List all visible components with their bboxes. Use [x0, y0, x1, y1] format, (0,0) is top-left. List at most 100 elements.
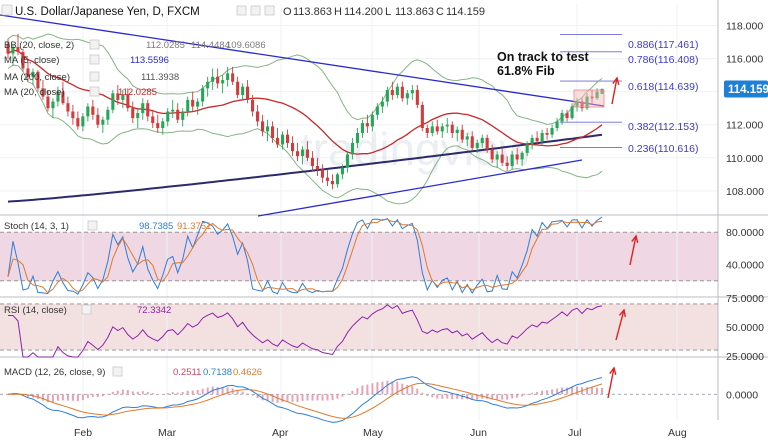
macd-hist-bar: [71, 394, 74, 401]
macd-hist-bar: [436, 394, 439, 399]
macd-hist-bar: [61, 394, 64, 401]
macd-hist-bar: [476, 394, 479, 400]
ohlc-value: 113.863: [293, 6, 332, 18]
macd-hist-bar: [511, 394, 514, 399]
candle-body: [166, 111, 170, 122]
macd-tick-label: 0.0000: [726, 389, 758, 401]
candle-body: [226, 73, 230, 80]
macd-hist-bar: [356, 388, 359, 395]
candle-body: [21, 52, 25, 69]
stoch-label: Stoch (14, 3, 1): [4, 221, 69, 232]
macd-eye-icon[interactable]: [112, 366, 123, 377]
macd-line: [7, 376, 603, 423]
macd-hist-bar: [541, 390, 544, 395]
candle-body: [176, 109, 180, 120]
candle-body: [380, 101, 384, 107]
candle-body: [435, 126, 439, 132]
candle-body: [460, 129, 464, 140]
rsi-eye-icon[interactable]: [81, 304, 92, 315]
macd-hist-bar: [186, 390, 189, 395]
macd-hist-bar: [486, 394, 489, 399]
candle-body: [520, 152, 524, 160]
macd-hist-bar: [156, 394, 159, 395]
candle-body: [485, 137, 489, 150]
candle-body: [475, 142, 479, 148]
settings-icon[interactable]: [250, 5, 261, 16]
candle-body: [385, 90, 389, 102]
macd-hist-bar: [226, 387, 229, 395]
candle-body: [101, 119, 105, 125]
time-tick-label: Aug: [668, 427, 687, 439]
candle-body: [126, 94, 130, 109]
candle-body: [405, 93, 409, 99]
macd-hist-bar: [116, 390, 119, 395]
candle-body: [271, 126, 275, 138]
collapse-icon[interactable]: [1, 4, 13, 16]
candle-body: [276, 137, 280, 145]
candle-body: [505, 162, 509, 166]
stoch-eye-icon[interactable]: [87, 220, 98, 231]
macd-hist-bar: [101, 394, 104, 397]
time-tick-label: Mar: [158, 427, 177, 439]
eye-icon[interactable]: [236, 5, 247, 16]
macd-hist-bar: [351, 390, 354, 395]
macd-hist-bar: [591, 387, 593, 395]
rsi-tick-label: 50.0000: [726, 322, 764, 334]
ohlc-value: 114.200: [344, 6, 383, 18]
candle-body: [420, 104, 424, 128]
lower-trendline: [257, 159, 583, 217]
bb-lower: [7, 64, 603, 205]
stoch-d-line: [7, 218, 603, 294]
macd-hist-bar: [496, 394, 499, 400]
candle-body: [241, 86, 245, 95]
macd-hist-bar: [151, 393, 154, 395]
candle-body: [61, 91, 65, 104]
upper-trendline: [0, 14, 605, 107]
macd-line-value: 0.7138: [203, 367, 232, 378]
candle-body: [96, 114, 100, 125]
macd-hist-bar: [171, 392, 174, 395]
fib-label-0886: 0.886(117.461): [628, 39, 698, 51]
macd-hist-bar: [96, 394, 99, 398]
candle-body: [425, 128, 429, 133]
candle-body: [91, 106, 95, 115]
macd-hist-bar: [426, 394, 429, 396]
candles: [6, 33, 604, 190]
macd-hist-bar: [601, 387, 603, 395]
macd-hist-bar: [56, 394, 59, 401]
indicator-value: 114.4484: [191, 40, 230, 51]
macd-hist-bar: [361, 385, 364, 395]
candle-body: [395, 86, 399, 95]
candle-body: [340, 167, 344, 175]
stoch-tick-label: 40.0000: [726, 260, 764, 272]
macd-hist-bar: [81, 394, 84, 401]
candle-body: [201, 88, 205, 102]
candle-body: [305, 149, 309, 158]
candle-body: [216, 76, 220, 84]
candle-body: [11, 47, 15, 54]
candle-body: [41, 88, 45, 97]
macd-hist-bar: [86, 394, 89, 398]
rsi-arrow-shaft: [615, 309, 625, 341]
candle-body: [31, 71, 35, 77]
stoch-d-value: 91.3751: [177, 221, 211, 232]
stoch-legend: Stoch (14, 3, 1) 98.7385 91.3751: [4, 220, 211, 232]
macd-hist-bar: [316, 394, 319, 401]
candle-body: [440, 126, 444, 132]
macd-hist-bar: [366, 384, 369, 395]
candle-body: [36, 71, 40, 89]
candle-body: [236, 81, 240, 95]
macd-hist-bar: [76, 394, 79, 402]
candle-body: [251, 99, 255, 112]
candle-body: [161, 121, 165, 128]
indicator-eye-icon: [89, 71, 100, 82]
macd-hist-bar: [51, 394, 54, 403]
macd-hist-bar: [7, 394, 9, 395]
indicator-value: 113.5596: [130, 55, 169, 66]
stoch-arrow-head: [631, 234, 639, 243]
remove-icon[interactable]: [264, 5, 275, 16]
macd-hist-bar: [161, 394, 164, 395]
macd-hist-bar: [571, 387, 574, 395]
candle-body: [365, 123, 369, 127]
macd-signal-line: [7, 382, 603, 419]
